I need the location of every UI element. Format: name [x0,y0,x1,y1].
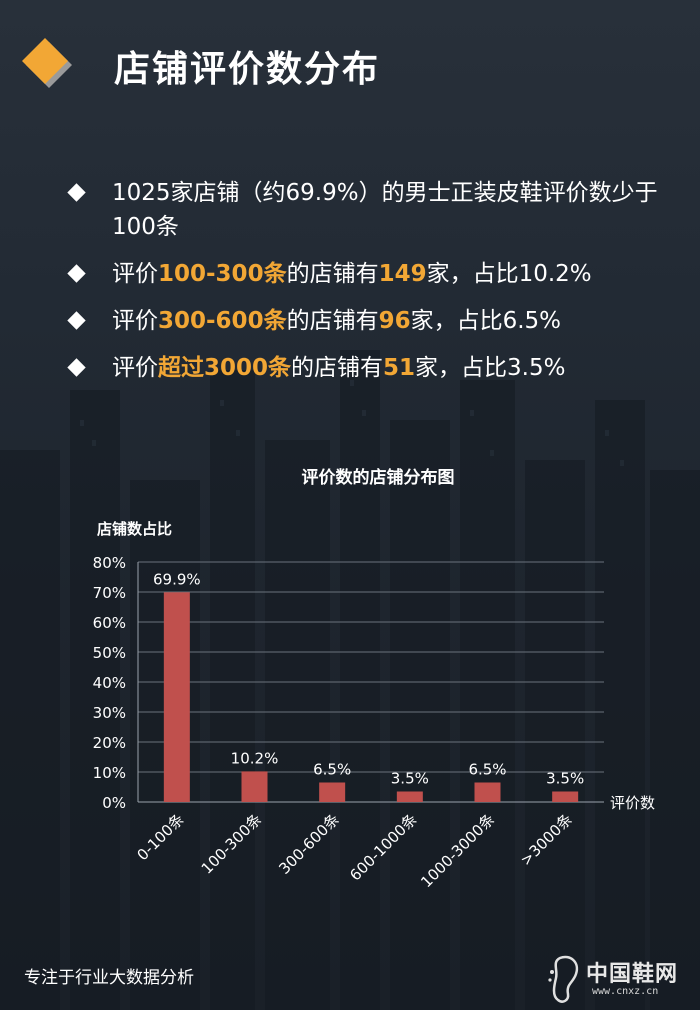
bar [319,782,346,802]
data-label: 10.2% [231,749,279,767]
diamond-bullet-icon [67,264,86,283]
bar [396,791,423,802]
y-tick-label: 0% [102,794,126,812]
bullet-text: 家，占比10.2% [426,261,592,287]
bullet-text: 1025家店铺（约69.9%）的男士正装皮鞋评价数少于100条 [112,180,658,240]
bullet-text: 评价 [112,355,158,381]
x-tick-label: >3000条 [517,810,576,869]
bullet-item-2: 评价100-300条的店铺有149家，占比10.2% [67,257,678,291]
bar-chart: 评价数的店铺分布图店铺数占比 0% 10% 20% 30% 40% 50% 60% 70% 80%… [0,455,700,925]
bullet-item-4: 评价超过3000条的店铺有51家，占比3.5% [67,351,678,385]
bullet-highlight: 300-600条 [158,308,287,334]
watermark: 中国鞋网 www.cnxz.cn [546,950,696,1006]
y-axis-label: 店铺数占比 [97,520,172,538]
shoe-logo-icon [548,955,579,1003]
bullet-text: 家，占比6.5% [410,308,562,334]
x-tick-label: 1000-3000条 [417,810,498,891]
bar [241,771,268,802]
bullet-highlight: 149 [378,261,427,287]
diamond-bullet-icon [67,358,86,377]
x-tick-label: 100-300条 [198,810,266,878]
footer-tagline: 专注于行业大数据分析 [24,968,194,988]
x-tick-label: 0-100条 [134,810,188,864]
diamond-bullet-icon [67,311,86,330]
bullet-item-1: 1025家店铺（约69.9%）的男士正装皮鞋评价数少于100条 [67,176,678,244]
chart-title: 评价数的店铺分布图 [302,467,455,488]
bullet-item-3: 评价300-600条的店铺有96家，占比6.5% [67,304,678,338]
y-tick-label: 20% [93,734,126,752]
y-tick-label: 70% [93,584,126,602]
x-tick-label: 300-600条 [275,810,343,878]
bullet-text: 的店铺有 [286,308,379,334]
y-tick-label: 80% [93,554,126,572]
y-tick-label: 50% [93,644,126,662]
y-tick-label: 10% [93,764,126,782]
y-tick-label: 40% [93,674,126,692]
data-label: 6.5% [313,761,351,779]
bullet-text: 评价 [112,308,158,334]
bullet-highlight: 96 [378,308,411,334]
bar [163,592,190,802]
city-skyline-background [0,350,700,1010]
y-tick-label: 30% [93,704,126,722]
watermark-name: 中国鞋网 [586,962,679,987]
y-tick-label: 60% [93,614,126,632]
data-label: 69.9% [153,570,201,588]
bullet-highlight: 51 [383,355,416,381]
diamond-bullet-icon [67,183,86,202]
bullet-text: 的店铺有 [291,355,384,381]
bullet-text: 家，占比3.5% [415,355,566,381]
page-title: 店铺评价数分布 [114,49,381,90]
data-label: 3.5% [546,770,584,788]
bar [474,782,501,802]
bullet-list: 1025家店铺（约69.9%）的男士正装皮鞋评价数少于100条 评价100-30… [67,176,678,398]
diamond-logo-icon [22,38,72,88]
x-tick-label: 600-1000条 [346,810,420,884]
bullet-highlight: 超过3000条 [158,355,292,381]
x-axis-label: 评价数 [610,794,655,812]
data-label: 3.5% [391,770,429,788]
bullet-highlight: 100-300条 [158,261,287,287]
bullet-text: 评价 [112,261,158,287]
watermark-url: www.cnxz.cn [592,986,659,997]
bar [552,791,579,802]
bullet-text: 的店铺有 [286,261,379,287]
data-label: 6.5% [468,761,506,779]
